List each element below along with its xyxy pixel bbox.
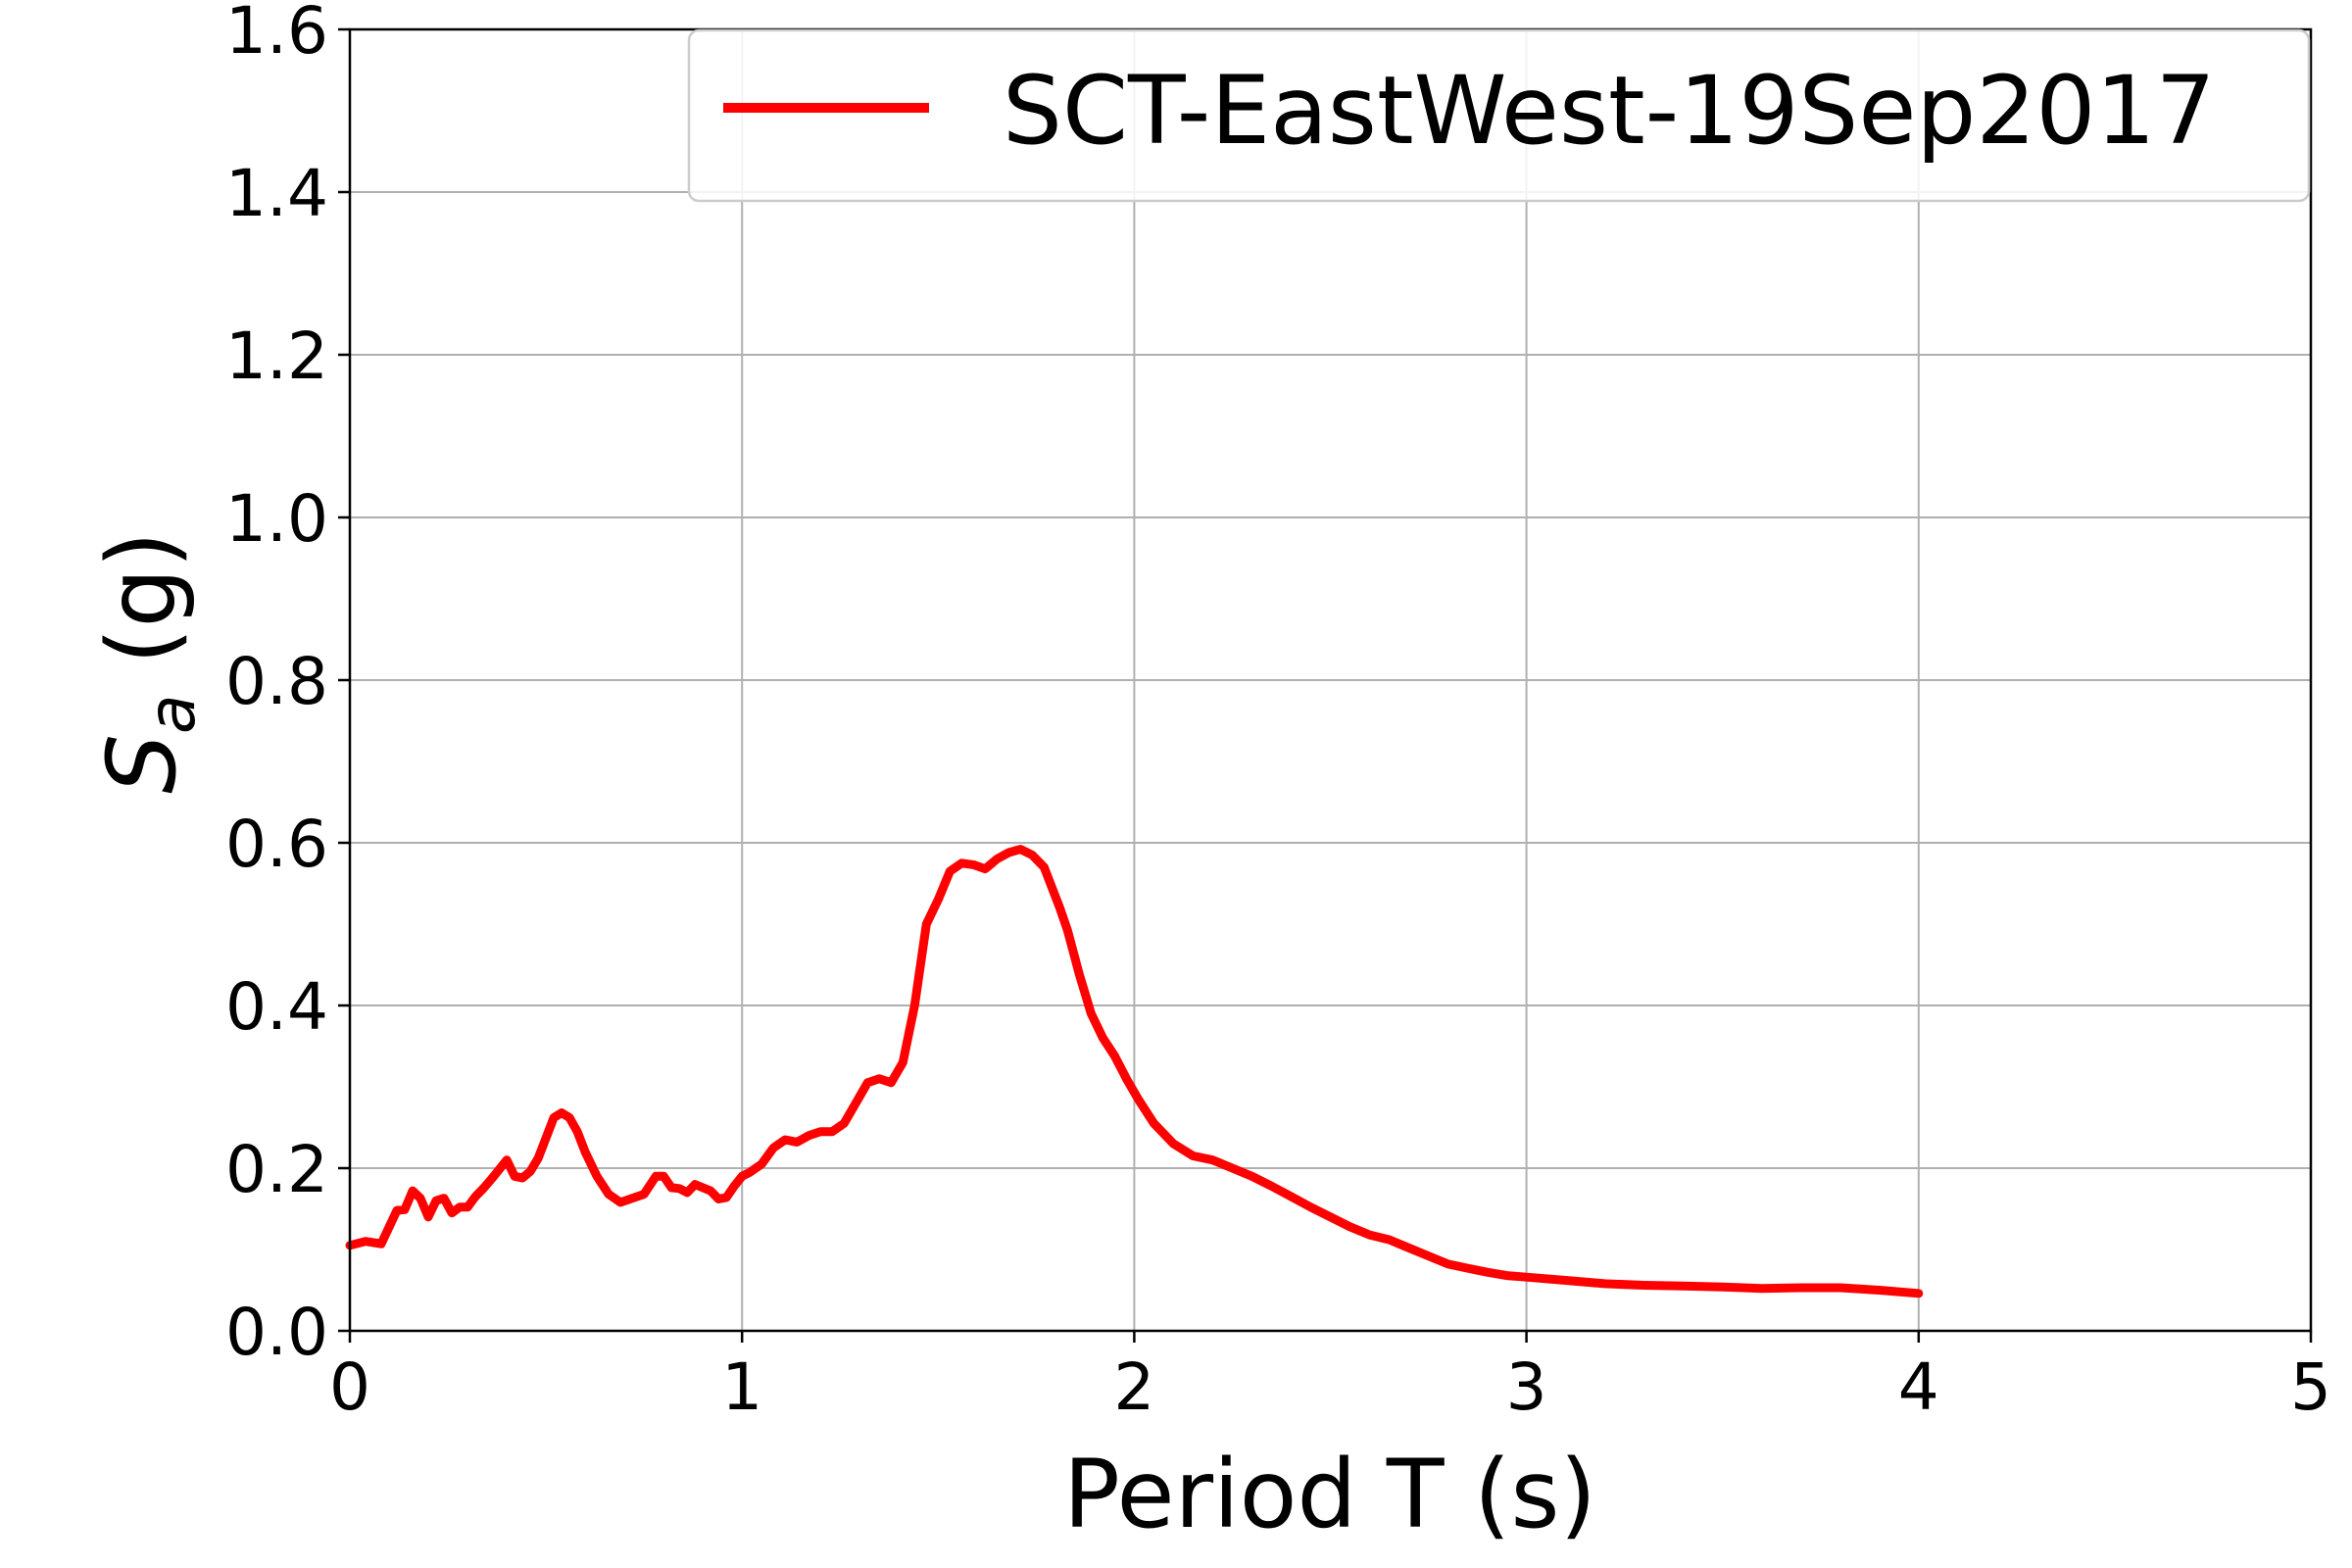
- legend: SCT-EastWest-19Sep2017: [687, 28, 2311, 203]
- legend-label: SCT-EastWest-19Sep2017: [1003, 56, 2216, 166]
- x-tick-label: 2: [1113, 1349, 1154, 1425]
- y-tick-label: 0.2: [225, 1132, 328, 1207]
- y-tick-label: 0.0: [225, 1295, 328, 1370]
- axis-ticks: 0 1 2 3 4 5 0.0 0.2 0.4 0.6 0.8 1.0 1.2 1.4 1.6: [225, 0, 2331, 1425]
- y-axis-title: Sa (g): [87, 531, 210, 794]
- y-tick-label: 1.0: [225, 481, 328, 557]
- y-tick-label: 1.2: [225, 318, 328, 394]
- y-tick-label: 0.4: [225, 969, 328, 1045]
- y-tick-label: 0.6: [225, 807, 328, 882]
- series-layer: [345, 845, 1924, 1298]
- x-axis-title: Period T (s): [1063, 1440, 1596, 1549]
- x-tick-label: 5: [2290, 1349, 2331, 1425]
- y-tick-label: 1.6: [225, 0, 328, 69]
- y-tick-label: 1.4: [225, 156, 328, 231]
- x-tick-label: 4: [1898, 1349, 1939, 1425]
- series-line: [345, 845, 1924, 1298]
- legend-box: [687, 28, 2311, 203]
- y-tick-label: 0.8: [225, 644, 328, 719]
- x-tick-label: 1: [721, 1349, 762, 1425]
- x-tick-label: 0: [329, 1349, 370, 1425]
- x-tick-label: 3: [1506, 1349, 1547, 1425]
